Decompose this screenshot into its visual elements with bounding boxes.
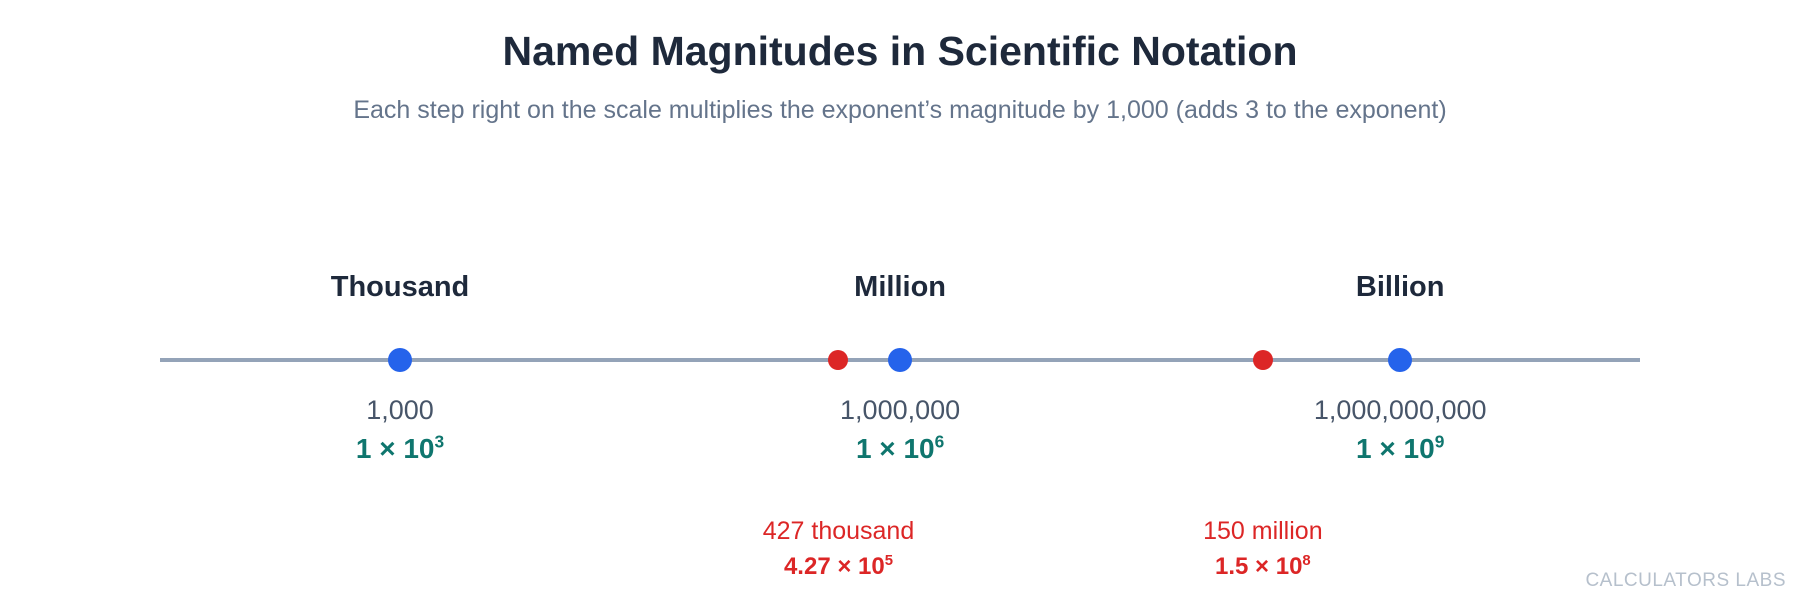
scale-dot-billion: [1388, 348, 1413, 372]
scientific-notation-thousand: 1 × 103: [356, 433, 444, 465]
watermark: CALCULATORS LABS: [1585, 570, 1786, 591]
sci-times: ×: [830, 553, 859, 580]
magnitude-name-thousand: Thousand: [330, 271, 470, 303]
scientific-notation-million: 1 × 106: [856, 433, 944, 465]
scale-dot-thousand: [388, 348, 412, 372]
sci-times: ×: [371, 433, 404, 464]
sci-base: 10: [858, 553, 885, 580]
sci-times: ×: [1248, 553, 1276, 580]
example-name-2: 150 million: [1203, 517, 1323, 545]
sci-exponent: 3: [434, 431, 445, 452]
sci-exponent: 9: [1434, 431, 1445, 452]
scale-dot-example-1: [828, 350, 849, 370]
sci-exponent: 8: [1302, 553, 1311, 570]
sci-base: 10: [903, 433, 935, 464]
page-title: Named Magnitudes in Scientific Notation: [502, 28, 1298, 74]
magnitude-value-million: 1,000,000: [840, 395, 961, 425]
example-scientific-notation-2: 1.5 × 108: [1215, 553, 1311, 581]
sci-coefficient: 4.27: [783, 553, 831, 580]
sci-coefficient: 1: [855, 433, 872, 464]
scientific-notation-billion: 1 × 109: [1356, 433, 1444, 465]
example-scientific-notation-1: 4.27 × 105: [784, 553, 893, 581]
sci-exponent: 6: [934, 431, 945, 452]
sci-coefficient: 1.5: [1214, 553, 1249, 580]
magnitude-value-thousand: 1,000: [366, 395, 434, 425]
sci-base: 10: [1403, 433, 1435, 464]
magnitude-name-million: Million: [854, 271, 947, 303]
sci-coefficient: 1: [355, 433, 372, 464]
page-subtitle: Each step right on the scale multiplies …: [353, 96, 1447, 124]
magnitude-name-billion: Billion: [1355, 271, 1445, 303]
scale-dot-example-2: [1252, 350, 1273, 370]
sci-times: ×: [1371, 433, 1404, 464]
sci-exponent: 5: [884, 553, 894, 570]
scale-dot-million: [888, 348, 913, 372]
sci-coefficient: 1: [1356, 433, 1372, 464]
magnitude-value-billion: 1,000,000,000: [1313, 395, 1487, 425]
sci-times: ×: [871, 433, 904, 464]
example-name-1: 427 thousand: [762, 517, 915, 545]
sci-base: 10: [403, 433, 435, 464]
sci-base: 10: [1275, 553, 1303, 580]
